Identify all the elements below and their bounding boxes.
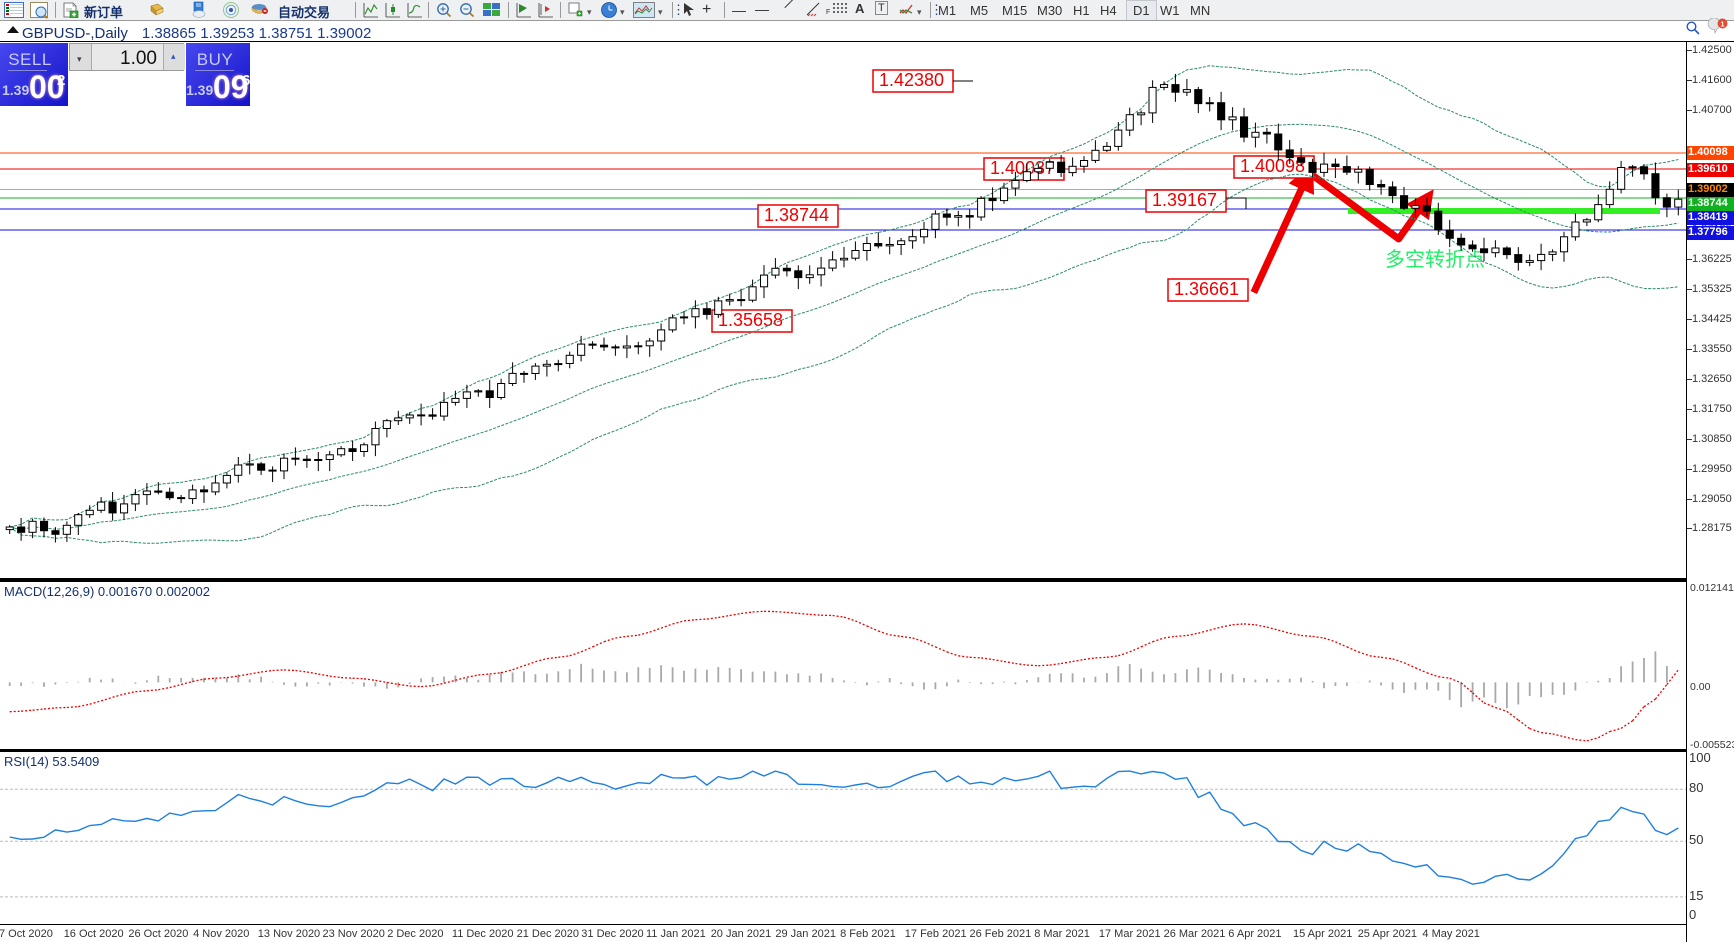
svg-text:1.38744: 1.38744 xyxy=(764,205,829,225)
svg-text:多空转折点: 多空转折点 xyxy=(1385,248,1485,271)
svg-text:1.42380: 1.42380 xyxy=(879,70,944,90)
svg-text:1.40037: 1.40037 xyxy=(990,158,1055,178)
svg-text:1.40098: 1.40098 xyxy=(1240,156,1305,176)
svg-text:1.35658: 1.35658 xyxy=(718,310,783,330)
svg-text:1.36661: 1.36661 xyxy=(1174,279,1239,299)
svg-text:1.39167: 1.39167 xyxy=(1152,190,1217,210)
svg-text:1: 1 xyxy=(1720,19,1724,28)
